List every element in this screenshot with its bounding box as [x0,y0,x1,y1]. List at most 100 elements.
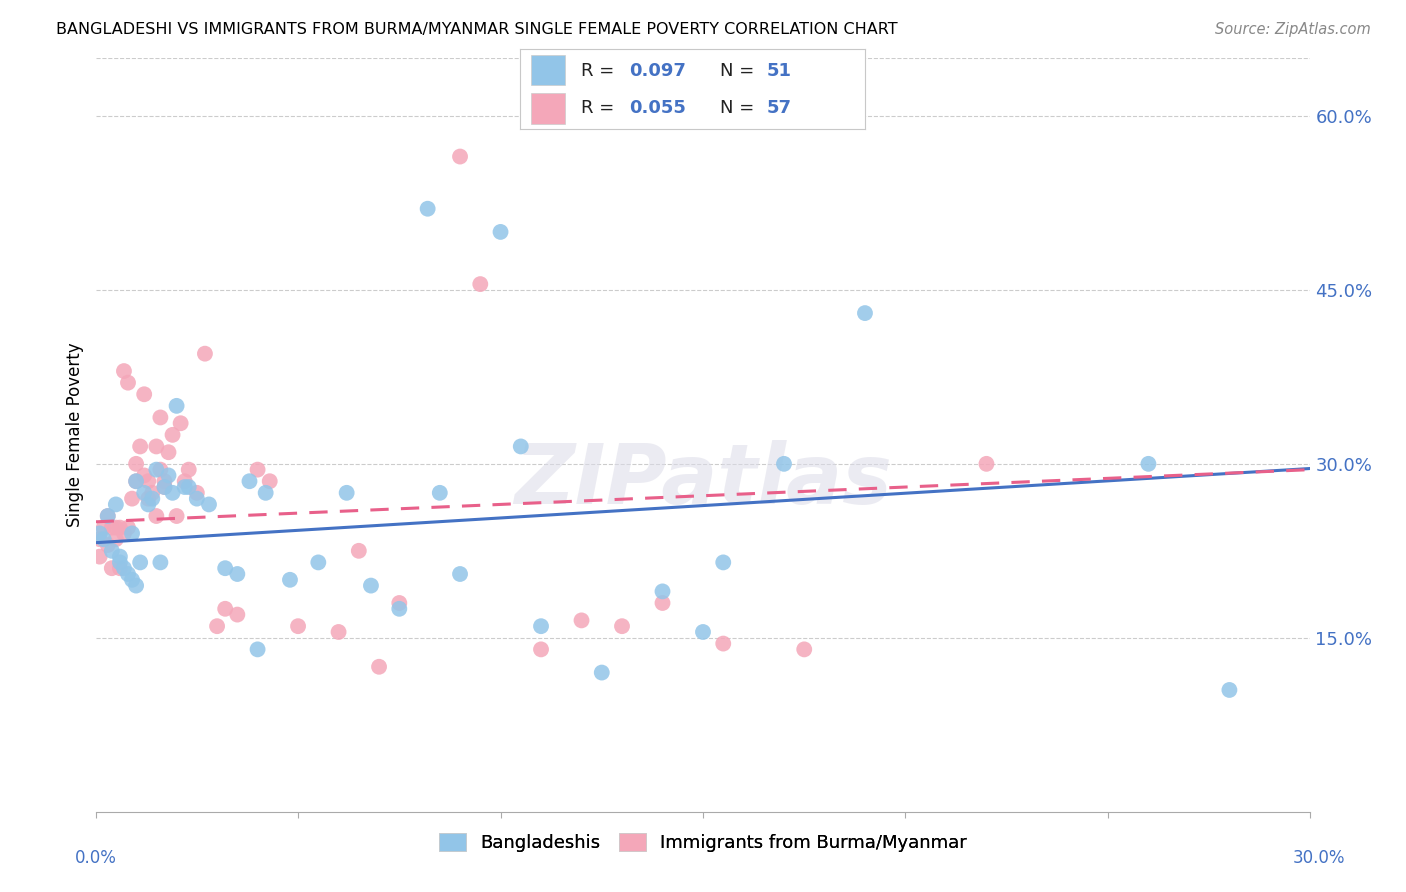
Point [976,457,998,471]
Point [112,526,135,541]
Point [177,480,200,494]
Bar [530,94,565,124]
Point [134,485,156,500]
Point [134,387,156,401]
Point [97,508,120,523]
Point [97,508,120,523]
Point [157,468,180,483]
Point [101,521,124,535]
Point [108,549,131,564]
Point [336,485,359,500]
Point [254,485,277,500]
Point [489,225,512,239]
Point [145,508,167,523]
Point [117,567,139,582]
Point [149,555,172,570]
Point [347,543,370,558]
Point [89,549,111,564]
Point [121,491,143,506]
Point [449,567,471,582]
Point [360,578,382,592]
Y-axis label: Single Female Poverty: Single Female Poverty [66,343,84,527]
Point [610,619,633,633]
Point [93,532,115,546]
Point [101,561,124,575]
Text: 0.055: 0.055 [628,99,686,117]
Text: 51: 51 [766,62,792,79]
Point [141,491,163,506]
Point [530,619,553,633]
Point [125,475,148,489]
Point [166,399,188,413]
Point [153,480,176,494]
Point [711,637,734,651]
Point [141,485,163,500]
Point [149,410,172,425]
Point [145,440,167,453]
Point [509,440,531,453]
Point [246,462,269,476]
Point [226,607,249,622]
Text: 0.097: 0.097 [628,62,686,79]
Bar [530,54,565,86]
Point [186,491,208,506]
Point [278,573,301,587]
Text: N =: N = [720,62,761,79]
Point [166,508,188,523]
Point [125,457,148,471]
Point [162,485,184,500]
Point [449,150,471,164]
Point [145,462,167,476]
Point [108,521,131,535]
Point [117,376,139,390]
Text: Source: ZipAtlas.com: Source: ZipAtlas.com [1215,22,1371,37]
Point [328,624,350,639]
Point [388,602,411,616]
Point [287,619,309,633]
Point [93,521,115,535]
Point [117,521,139,535]
Point [773,457,796,471]
Point [149,462,172,476]
Point [121,526,143,541]
Point [108,561,131,575]
Point [246,642,269,657]
Point [97,538,120,552]
Point [416,202,439,216]
Point [368,660,391,674]
Point [89,526,111,541]
Point [129,555,152,570]
Point [153,480,176,494]
Text: 0.0%: 0.0% [75,849,117,867]
Point [198,498,221,512]
Point [1137,457,1160,471]
Point [429,485,451,500]
Point [104,532,127,546]
Point [153,475,176,489]
Point [194,346,217,360]
Point [136,491,159,506]
Point [853,306,876,320]
Point [129,440,152,453]
Point [134,468,156,483]
Point [711,555,734,570]
Point [157,445,180,459]
Text: 30.0%: 30.0% [1292,849,1346,867]
Point [470,277,492,291]
Text: 57: 57 [766,99,792,117]
Point [307,555,329,570]
Point [530,642,553,657]
Point [571,614,593,628]
Point [112,561,135,575]
Point [388,596,411,610]
Point [101,543,124,558]
Point [121,573,143,587]
Point [162,427,184,442]
Point [169,416,191,430]
Point [125,475,148,489]
Point [226,567,249,582]
Point [186,485,208,500]
Point [125,578,148,592]
Point [173,475,195,489]
Point [104,521,127,535]
